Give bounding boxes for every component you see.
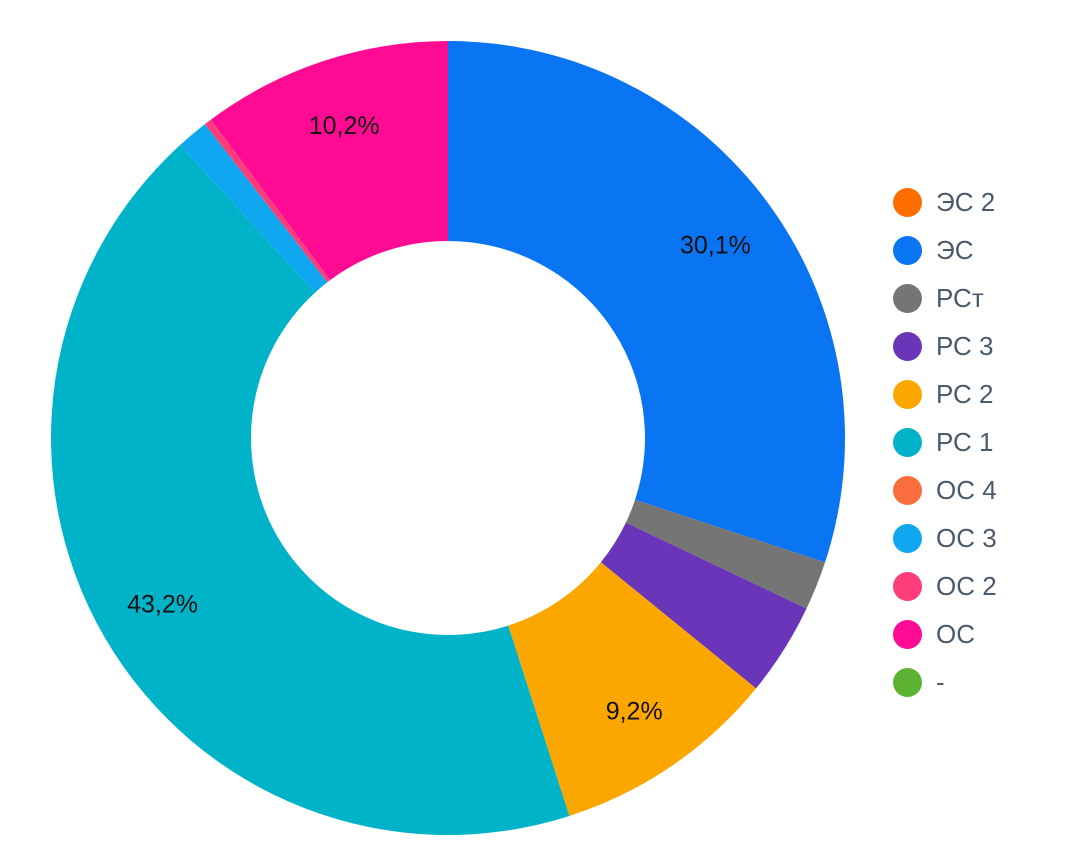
legend-label: ЭС <box>936 234 974 265</box>
legend-label: РСт <box>936 282 984 313</box>
legend-label: РС 2 <box>936 378 994 409</box>
legend-color-dot <box>893 379 922 409</box>
legend-label: - <box>936 666 945 697</box>
legend-label: РС 3 <box>936 330 994 361</box>
legend-label: ОС 4 <box>936 474 997 505</box>
legend-item[interactable]: ЭС <box>893 226 997 274</box>
legend-item[interactable]: - <box>893 658 997 706</box>
slice-ОС[interactable] <box>210 41 448 281</box>
legend-color-dot <box>893 427 922 457</box>
legend-color-dot <box>893 331 922 361</box>
legend-item[interactable]: РС 1 <box>893 418 997 466</box>
slice-РС 2[interactable] <box>508 562 757 816</box>
legend-color-dot <box>893 235 922 265</box>
legend-label: ОС 2 <box>936 570 997 601</box>
legend-label: ОС <box>936 618 975 649</box>
legend-color-dot <box>893 523 922 553</box>
legend-color-dot <box>893 187 922 217</box>
chart-legend: ЭС 2 ЭС РСт РС 3 РС 2 РС 1 ОС 4 ОС 3 ОС 2 ОС - <box>893 178 997 706</box>
legend-item[interactable]: ЭС 2 <box>893 178 997 226</box>
legend-label: ЭС 2 <box>936 186 996 217</box>
legend-label: ОС 3 <box>936 522 997 553</box>
slice-ОС 3[interactable] <box>180 124 328 293</box>
slice-РС 1[interactable] <box>51 145 570 835</box>
legend-color-dot <box>893 619 922 649</box>
slice-РСт[interactable] <box>625 499 826 609</box>
legend-item[interactable]: ОС <box>893 610 997 658</box>
legend-item[interactable]: ОС 3 <box>893 514 997 562</box>
slice-label-ЭС: 30,1% <box>680 232 751 260</box>
legend-item[interactable]: РС 2 <box>893 370 997 418</box>
legend-item[interactable]: ОС 2 <box>893 562 997 610</box>
slice-ОС 2[interactable] <box>204 119 331 283</box>
legend-color-dot <box>893 667 922 697</box>
slice-РС 3[interactable] <box>600 522 807 689</box>
legend-item[interactable]: РС 3 <box>893 322 997 370</box>
slice-label-РС 2: 9,2% <box>606 697 663 725</box>
legend-item[interactable]: РСт <box>893 274 997 322</box>
legend-color-dot <box>893 571 922 601</box>
legend-color-dot <box>893 283 922 313</box>
slice-label-ОС: 10,2% <box>309 112 380 140</box>
legend-color-dot <box>893 475 922 505</box>
slice-label-РС 1: 43,2% <box>127 591 198 619</box>
slice-ЭС[interactable] <box>448 41 845 563</box>
legend-label: РС 1 <box>936 426 994 457</box>
legend-item[interactable]: ОС 4 <box>893 466 997 514</box>
